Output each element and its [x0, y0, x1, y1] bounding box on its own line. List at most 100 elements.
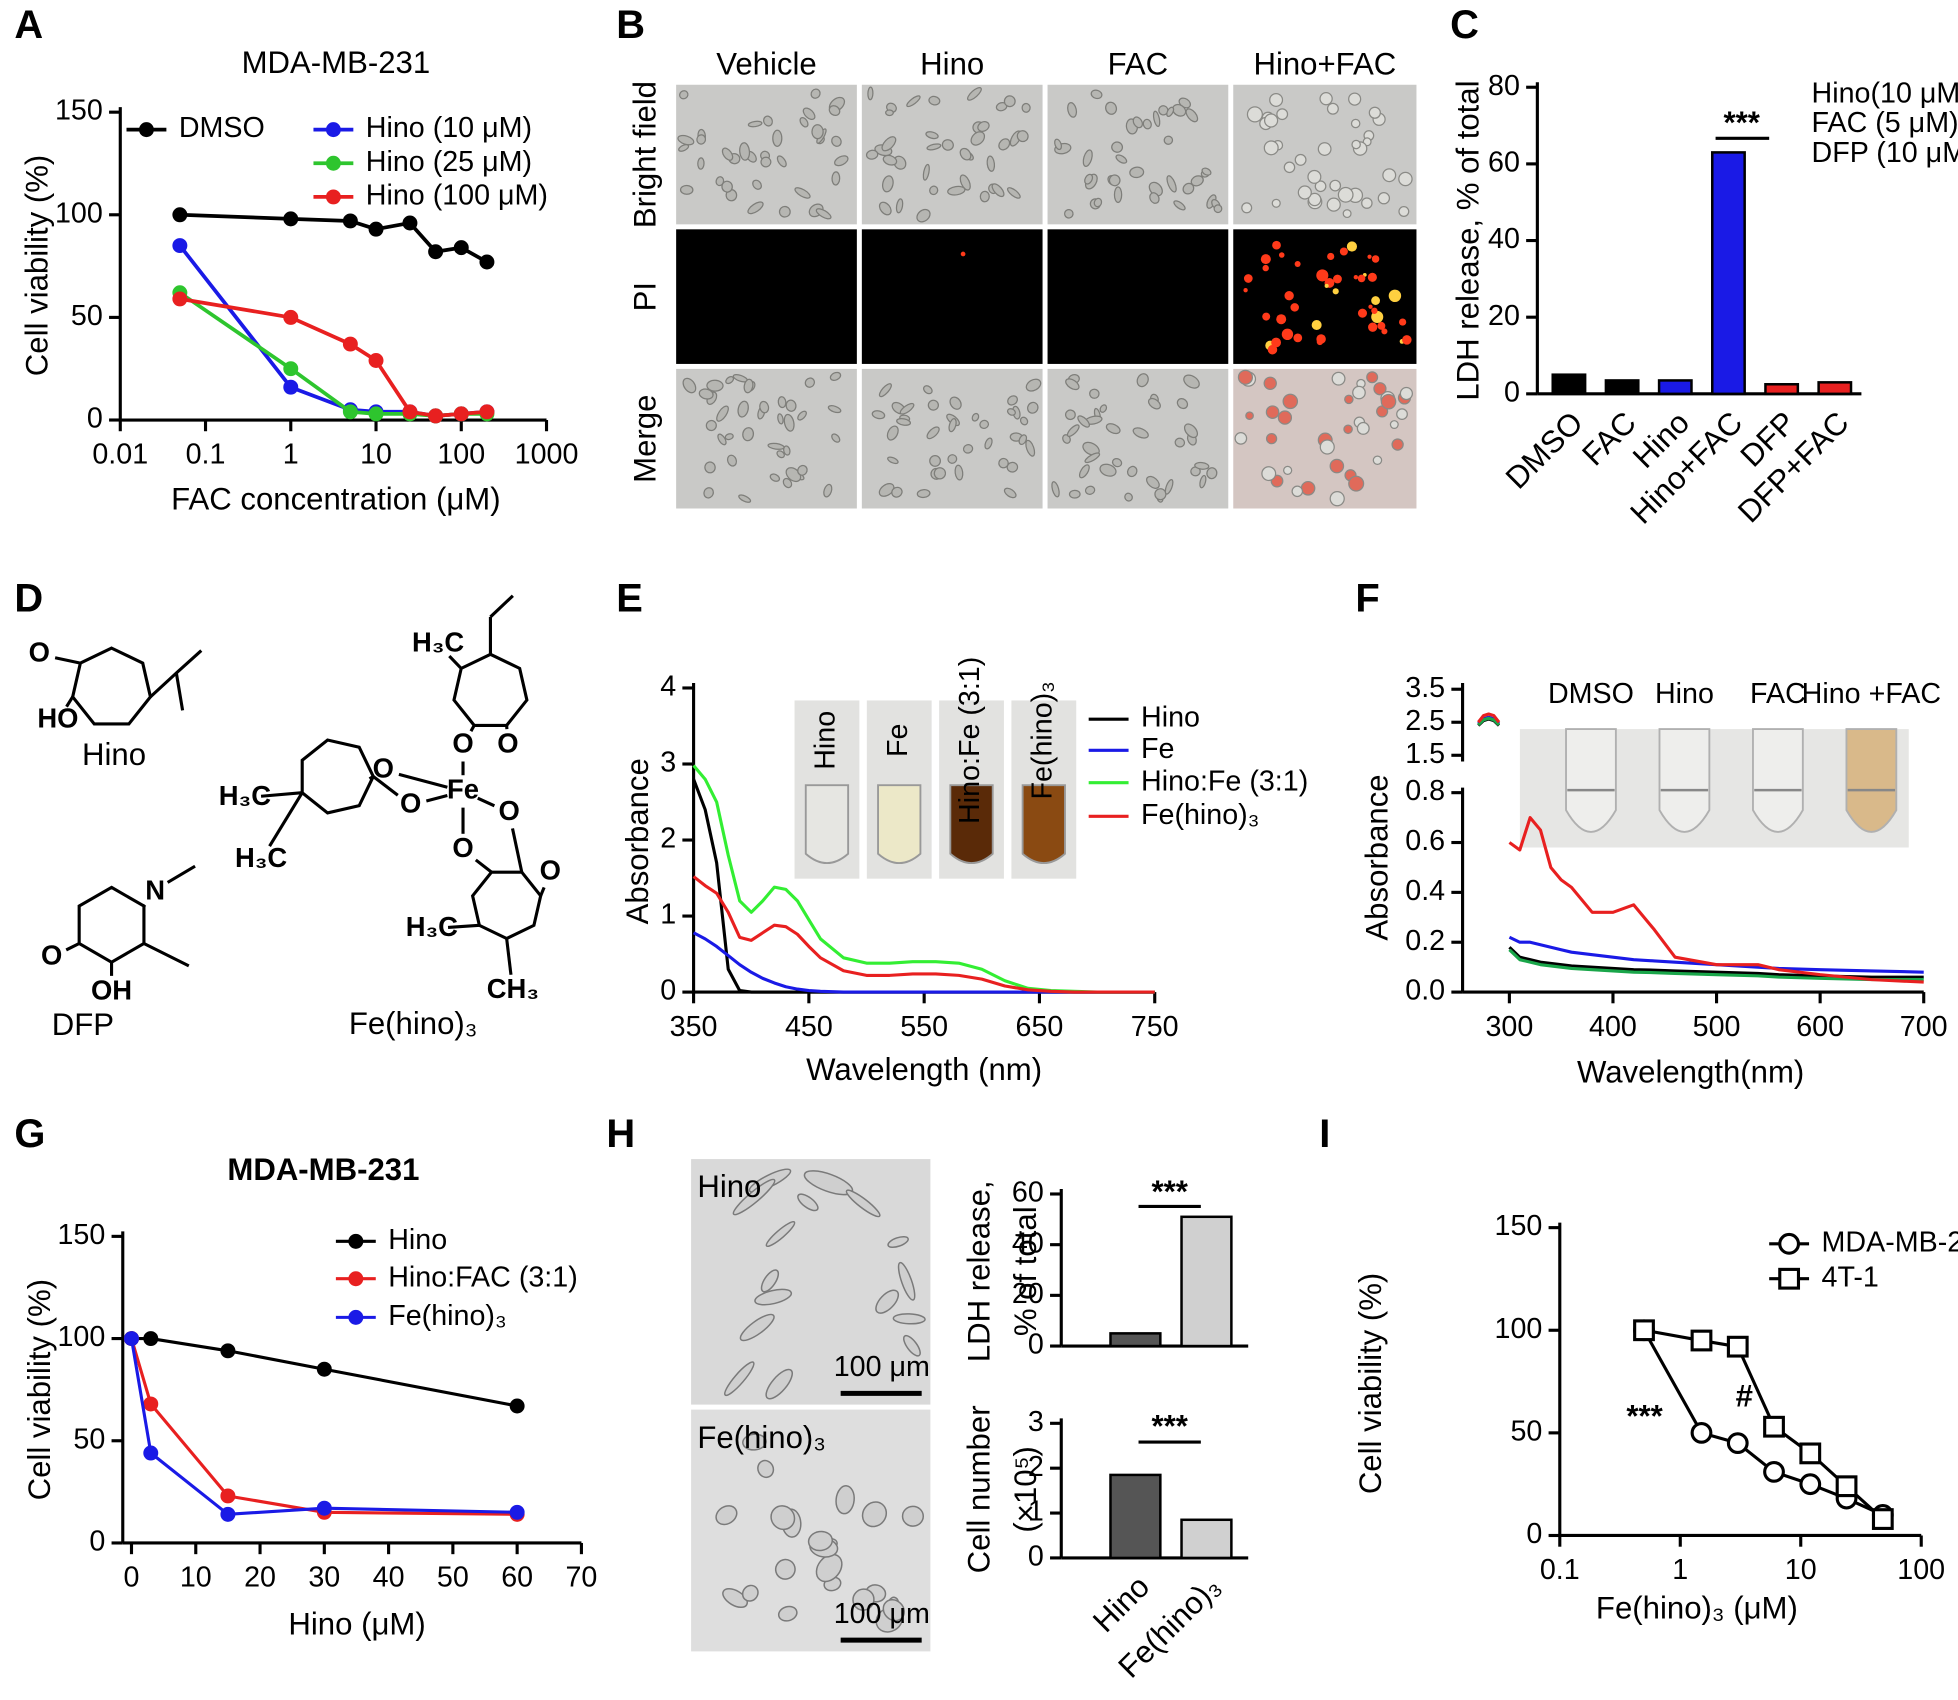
data-point	[316, 1500, 332, 1516]
cell	[1300, 480, 1316, 496]
data-point	[509, 1504, 525, 1520]
cell	[1006, 408, 1016, 416]
bar	[1109, 1332, 1162, 1348]
legend-label: Fe(hino)₃	[1141, 799, 1259, 831]
pi-spot	[1381, 328, 1388, 335]
bond	[54, 656, 81, 665]
x-tick-label: FAC	[1575, 405, 1643, 473]
bar	[1817, 381, 1853, 396]
x-tick-label: 650	[1016, 1011, 1064, 1043]
ring	[77, 885, 146, 964]
cell	[722, 1587, 748, 1609]
cell	[1241, 202, 1253, 214]
cell	[1398, 206, 1410, 217]
pi-spot	[1267, 344, 1278, 355]
cell	[926, 426, 940, 440]
cell	[1183, 423, 1199, 439]
cell	[1172, 103, 1187, 117]
cell	[1213, 204, 1223, 214]
pi-spot	[1332, 288, 1339, 295]
cell	[726, 454, 738, 467]
cell	[1317, 142, 1332, 156]
inset-label: FAC	[1750, 678, 1806, 710]
cell	[903, 1334, 921, 1357]
data-point	[1799, 1442, 1822, 1465]
cell	[760, 156, 772, 168]
pi-spot	[1357, 274, 1366, 283]
pi-spot	[1260, 254, 1271, 265]
cell	[1093, 197, 1103, 208]
bond	[65, 696, 74, 708]
y-tick-label: 40	[1012, 1227, 1044, 1259]
ring	[452, 652, 529, 727]
cell	[927, 399, 939, 411]
atom-label: O	[29, 637, 50, 668]
cell	[1007, 395, 1018, 406]
pi-spot	[1293, 333, 1303, 343]
cell	[1174, 437, 1186, 448]
cell	[897, 1261, 916, 1301]
cell	[804, 377, 816, 388]
inset-label: Hino	[810, 711, 842, 770]
x-tick-label: 70	[565, 1562, 597, 1594]
column-header: FAC	[1108, 46, 1169, 81]
cell	[765, 1368, 793, 1400]
cell	[925, 131, 939, 140]
cell	[678, 144, 690, 152]
cell	[703, 487, 714, 499]
cell	[1396, 408, 1408, 421]
data-point	[1726, 1432, 1749, 1455]
row-label: PI	[628, 282, 663, 311]
cell	[831, 433, 841, 443]
cell	[1099, 404, 1108, 413]
cell	[1398, 171, 1413, 187]
ring	[70, 646, 153, 726]
cell	[739, 1313, 775, 1342]
cell	[1084, 173, 1094, 185]
y-tick-label: 60	[1488, 146, 1520, 178]
compound-name: Fe(hino)₃	[349, 1006, 478, 1041]
x-tick-label: 1000	[515, 439, 579, 471]
cell	[752, 179, 762, 190]
cell	[679, 184, 694, 195]
cell	[1329, 458, 1345, 474]
data-point	[368, 353, 384, 368]
cell	[1064, 409, 1076, 421]
data-point	[402, 404, 418, 420]
cell	[737, 400, 749, 418]
tube	[877, 784, 922, 865]
cell	[1377, 192, 1391, 205]
cell	[679, 90, 689, 100]
legend-marker	[1778, 1267, 1801, 1290]
series-line	[1477, 716, 1924, 982]
cell	[1282, 393, 1299, 410]
cell	[916, 489, 931, 499]
bar	[1657, 379, 1693, 396]
atom-label: H₃C	[219, 780, 271, 811]
cell	[1337, 186, 1354, 203]
bond	[65, 942, 80, 952]
atom-label: CH₃	[487, 973, 539, 1004]
pi-spot	[1368, 322, 1378, 332]
cell	[1066, 424, 1080, 437]
cell	[677, 134, 695, 146]
cell	[1068, 489, 1081, 499]
bond	[425, 794, 448, 803]
cell	[1326, 197, 1341, 212]
annotation: ***	[1626, 1399, 1663, 1434]
cell	[769, 473, 781, 482]
panel-letter: E	[616, 576, 643, 620]
cell	[991, 183, 1005, 198]
cell	[1054, 138, 1063, 151]
y-axis-label: LDH release,	[962, 1180, 997, 1362]
compound-name: DFP	[52, 1007, 114, 1042]
cell	[760, 1269, 780, 1293]
bond	[448, 654, 463, 670]
data-point	[479, 404, 495, 420]
cell	[1391, 438, 1404, 451]
data-point	[342, 404, 358, 420]
cell	[724, 433, 734, 441]
note: DFP (10 μM)	[1812, 137, 1958, 169]
cell	[1373, 382, 1387, 396]
